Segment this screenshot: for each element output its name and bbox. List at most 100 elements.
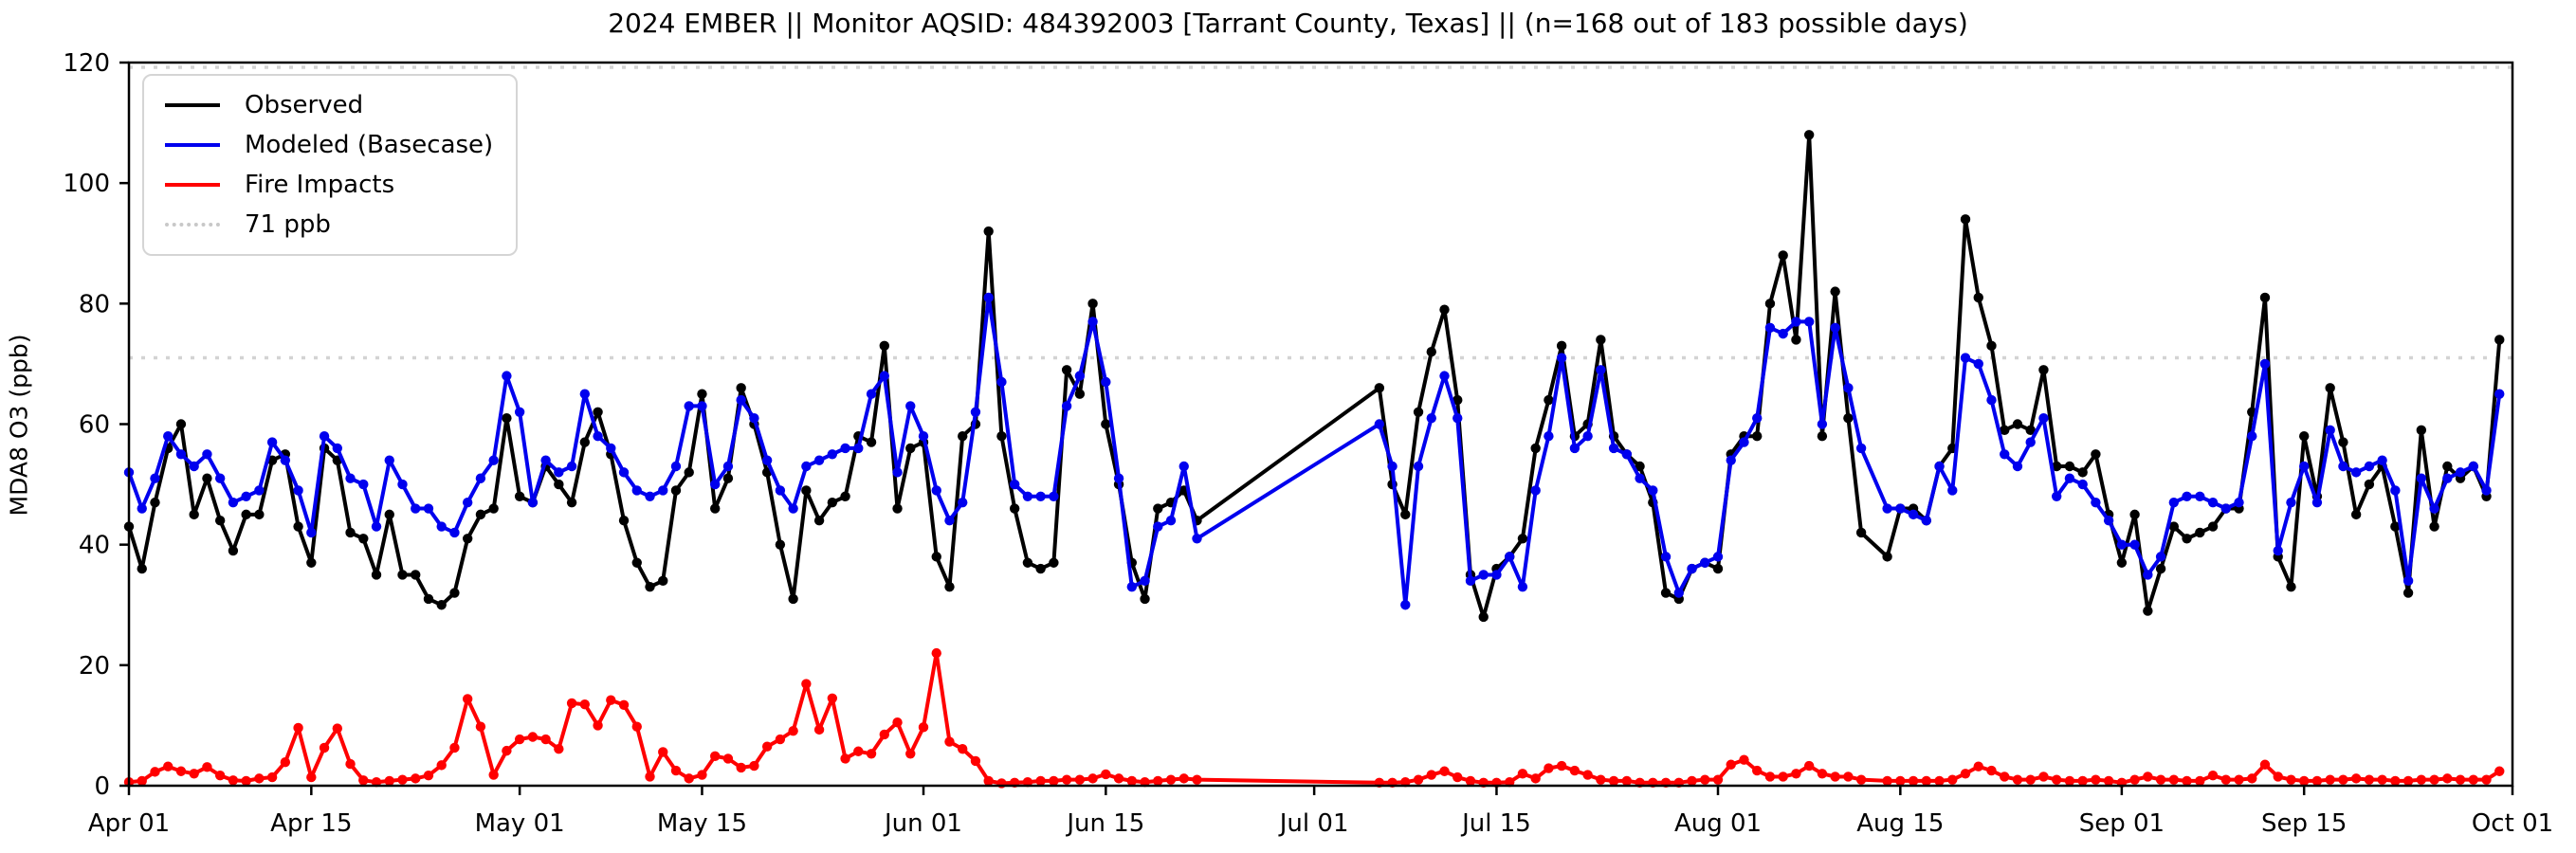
data-point-marker [1947, 485, 1958, 496]
data-point-marker [631, 721, 642, 732]
data-point-marker [1439, 766, 1450, 776]
data-point-marker [1712, 552, 1724, 562]
data-point-marker [2350, 509, 2362, 520]
observed-line-swatch [165, 103, 220, 107]
data-point-marker [293, 722, 303, 734]
data-point-marker [2207, 497, 2219, 508]
data-point-marker [1101, 419, 1111, 429]
data-point-marker [1374, 383, 1385, 393]
data-point-marker [1608, 775, 1619, 787]
series-observed [123, 130, 2505, 623]
data-point-marker [2207, 770, 2219, 781]
data-point-marker [2311, 775, 2323, 787]
data-point-marker [918, 431, 929, 442]
data-point-marker [813, 724, 825, 735]
data-point-marker [722, 473, 734, 483]
data-point-marker [2442, 473, 2453, 483]
data-point-marker [1687, 775, 1697, 787]
data-point-marker [749, 760, 759, 771]
data-point-marker [1830, 322, 1840, 333]
data-point-marker [722, 461, 734, 472]
data-point-marker [2000, 771, 2010, 782]
data-point-marker [905, 443, 916, 454]
data-point-marker [736, 383, 746, 393]
y-tick-label: 40 [79, 532, 110, 560]
data-point-marker [214, 473, 226, 483]
data-point-marker [1973, 761, 1983, 771]
data-point-marker [2468, 461, 2478, 472]
data-point-marker [462, 694, 473, 704]
data-point-marker [1621, 775, 1633, 787]
data-point-marker [527, 732, 539, 742]
data-point-marker [397, 774, 408, 785]
data-point-marker [709, 479, 721, 490]
data-point-marker [1791, 317, 1801, 327]
data-point-marker [801, 461, 812, 472]
data-point-marker [2338, 437, 2348, 447]
data-point-marker [1478, 570, 1489, 580]
data-point-marker [1660, 552, 1672, 562]
data-point-marker [2091, 497, 2101, 508]
legend-item-observed: Observed [144, 85, 516, 125]
data-point-marker [2259, 358, 2271, 370]
data-point-marker [1544, 431, 1554, 442]
data-point-marker [606, 695, 616, 705]
data-point-marker [892, 717, 903, 728]
legend-label: Modeled (Basecase) [245, 131, 494, 159]
data-point-marker [2064, 775, 2075, 787]
data-point-marker [1087, 773, 1098, 784]
data-point-marker [1921, 775, 1932, 787]
data-point-marker [1153, 521, 1163, 532]
data-point-marker [1752, 431, 1763, 442]
data-point-marker [488, 455, 499, 465]
data-point-marker [1413, 407, 1424, 417]
data-point-marker [228, 775, 239, 786]
data-point-marker [658, 485, 668, 496]
data-point-marker [449, 742, 460, 753]
data-point-marker [1074, 389, 1086, 399]
data-point-marker [449, 588, 460, 598]
data-point-marker [1764, 771, 1776, 782]
data-point-marker [958, 497, 968, 508]
data-point-marker [2377, 774, 2387, 785]
data-point-marker [788, 503, 798, 514]
data-point-marker [2429, 503, 2439, 514]
data-point-marker [2168, 521, 2180, 532]
data-point-marker [1465, 775, 1476, 787]
data-point-marker [931, 647, 941, 659]
data-point-marker [384, 509, 394, 520]
data-point-marker [1687, 563, 1697, 574]
data-point-marker [1855, 443, 1867, 454]
data-point-marker [670, 485, 682, 496]
data-point-marker [775, 485, 786, 496]
data-point-marker [202, 473, 212, 483]
data-point-marker [2494, 389, 2505, 399]
data-point-marker [2220, 774, 2231, 785]
data-point-marker [1569, 443, 1580, 454]
data-point-marker [2038, 365, 2049, 375]
data-point-marker [631, 485, 642, 496]
data-point-marker [462, 497, 473, 508]
data-point-marker [2129, 774, 2140, 785]
data-point-marker [436, 521, 447, 532]
data-point-marker [1726, 759, 1736, 770]
data-point-marker [2390, 485, 2401, 496]
data-point-marker [1544, 763, 1554, 773]
data-point-marker [1126, 581, 1138, 592]
data-point-marker [1452, 771, 1463, 783]
data-point-marker [423, 770, 434, 781]
data-point-marker [2129, 539, 2140, 550]
data-point-marker [1764, 299, 1776, 309]
data-point-marker [1530, 773, 1541, 784]
data-point-marker [970, 755, 981, 767]
data-point-marker [2338, 461, 2348, 472]
data-point-marker [566, 698, 577, 709]
data-point-marker [137, 563, 147, 574]
data-point-marker [1140, 593, 1150, 605]
data-point-marker [658, 747, 668, 757]
data-point-marker [1400, 509, 1411, 520]
data-point-marker [175, 419, 187, 429]
legend-label: Fire Impacts [245, 171, 395, 199]
data-point-marker [697, 770, 707, 780]
data-point-marker [175, 766, 187, 776]
